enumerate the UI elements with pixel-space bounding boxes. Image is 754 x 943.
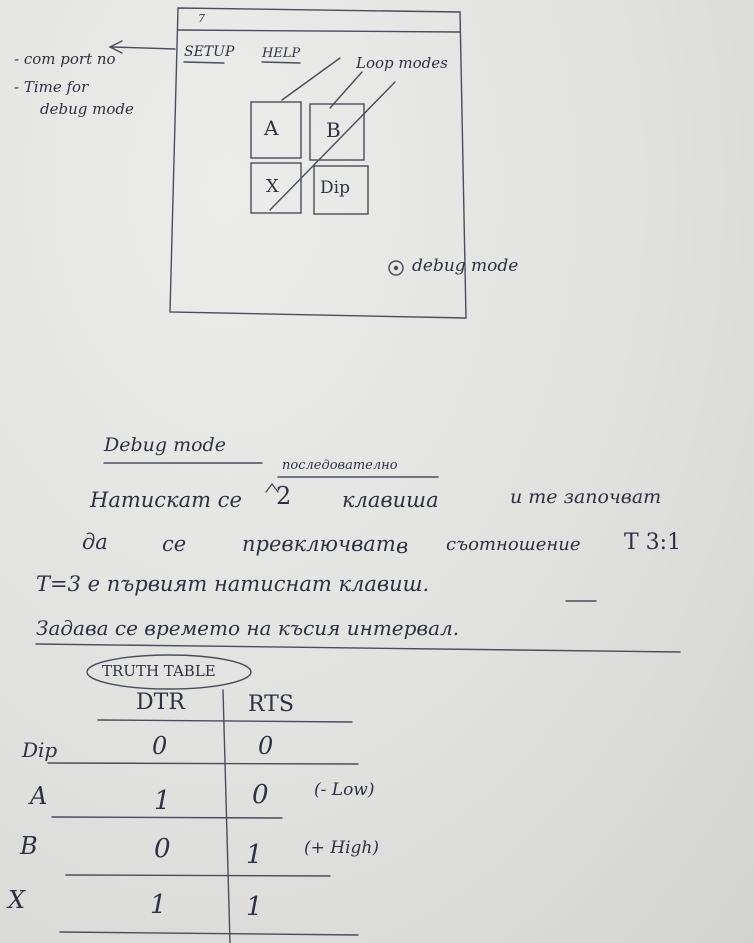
note-com-port: - com port no xyxy=(14,50,116,68)
debug-mode-option[interactable]: debug mode xyxy=(412,256,519,276)
row-line-2 xyxy=(51,816,283,819)
line2-part-c: превключват xyxy=(242,532,396,556)
line1-part-c: и те започват xyxy=(510,486,662,508)
line2-part-d: в xyxy=(396,534,409,558)
menu-help[interactable]: HELP xyxy=(262,46,301,61)
button-b[interactable]: B xyxy=(326,118,341,142)
window-frame-sketch xyxy=(169,7,467,319)
truth-table-title: TRUTH TABLE xyxy=(102,662,216,680)
note-time-for: - Time for xyxy=(14,78,89,96)
row-line-1 xyxy=(47,762,359,765)
line2-part-a: да xyxy=(82,530,108,554)
notes-heading: Debug mode xyxy=(104,434,226,456)
button-dip-box xyxy=(313,165,369,215)
loop-line-b xyxy=(329,71,363,109)
cell-dtr: 1 xyxy=(150,890,167,920)
button-x[interactable]: X xyxy=(266,176,279,197)
cell-rts: 0 xyxy=(258,732,274,760)
header-rts: RTS xyxy=(248,692,294,717)
line1-number: 2 xyxy=(276,482,292,510)
cell-rts: 0 xyxy=(252,780,269,810)
loop-modes-label: Loop modes xyxy=(356,54,448,72)
cell-dtr: 0 xyxy=(154,834,171,864)
row-label: Dip xyxy=(22,738,58,762)
line4: Задава се времето на късия интервал. xyxy=(36,616,460,640)
cell-dtr: 0 xyxy=(152,732,168,760)
line2-part-b: се xyxy=(162,532,187,556)
note-debug-mode: debug mode xyxy=(40,100,134,118)
arrow-head xyxy=(108,40,123,54)
header-line xyxy=(97,719,353,723)
row-line-4 xyxy=(59,931,359,936)
line1-part-a: Натискат се xyxy=(90,488,242,512)
loop-line-x xyxy=(269,81,396,211)
button-a[interactable]: A xyxy=(264,116,279,140)
help-underline xyxy=(261,61,301,64)
notes-insert-word: последователно xyxy=(282,458,398,473)
line2-part-f: T 3:1 xyxy=(624,530,682,555)
setup-underline xyxy=(183,61,225,64)
line1-part-b: клавиша xyxy=(342,488,439,512)
section-divider xyxy=(35,643,681,653)
debug-radio-dot xyxy=(393,265,399,271)
row-label: B xyxy=(20,832,38,860)
note-low: (- Low) xyxy=(314,780,375,800)
menu-setup[interactable]: SETUP xyxy=(184,44,235,60)
row-line-3 xyxy=(65,874,331,877)
note-high: (+ High) xyxy=(304,838,380,858)
title-ellipse xyxy=(86,654,252,690)
button-dip[interactable]: Dip xyxy=(320,178,350,198)
cell-rts: 1 xyxy=(246,840,263,870)
header-dtr: DTR xyxy=(136,690,185,715)
button-x-box xyxy=(250,162,302,214)
line2-part-e: съотношение xyxy=(446,534,581,555)
window-mark: 7 xyxy=(198,12,205,25)
debug-radio-circle xyxy=(388,260,404,276)
cell-rts: 1 xyxy=(246,892,263,922)
column-divider xyxy=(222,689,231,943)
button-a-box xyxy=(250,101,302,159)
line3: T=3 е първият натиснат клавиш. xyxy=(36,572,430,596)
loop-line-a xyxy=(281,57,341,101)
cell-dtr: 1 xyxy=(154,786,171,816)
arrow-line xyxy=(111,46,176,50)
button-b-box xyxy=(309,103,365,161)
row-label: X xyxy=(8,886,26,914)
title-bar-line xyxy=(177,29,461,33)
row-label: A xyxy=(30,782,48,810)
insert-caret xyxy=(265,482,279,493)
